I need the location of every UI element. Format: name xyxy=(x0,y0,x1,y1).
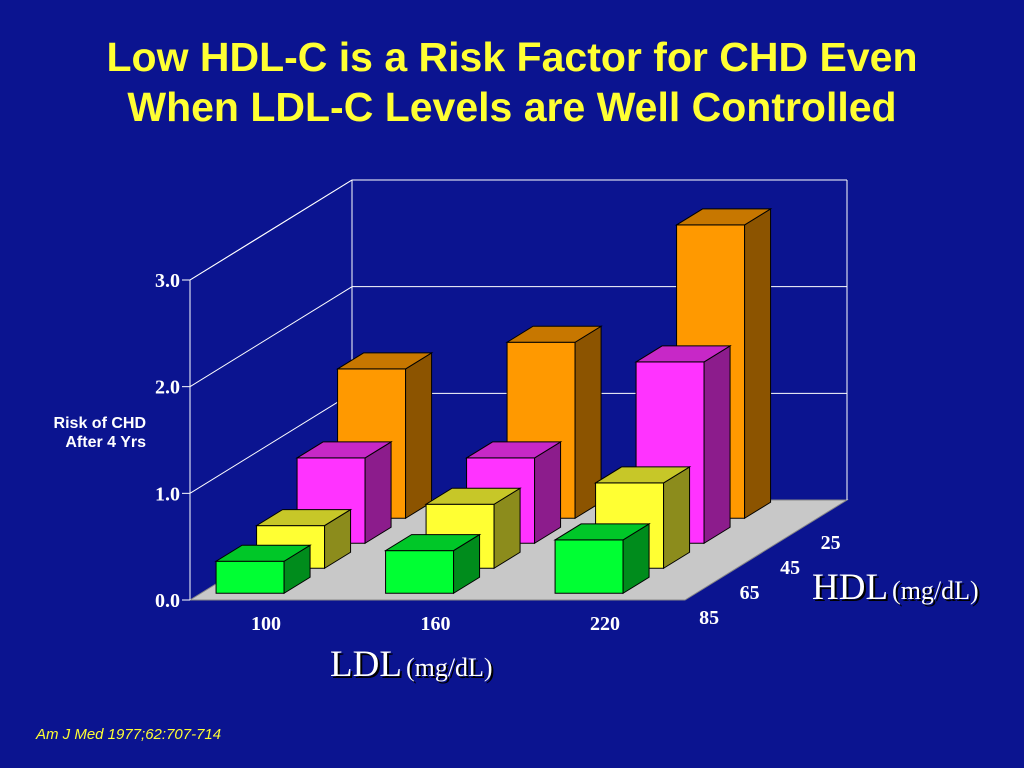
gridline-side-3.0 xyxy=(189,179,353,281)
y-tick-label: 2.0 xyxy=(155,377,180,399)
z-tick-label: 25 xyxy=(821,532,841,554)
bar-top-face xyxy=(634,345,732,363)
slide-title: Low HDL-C is a Risk Factor for CHD Even … xyxy=(0,32,1024,132)
bar-front-face xyxy=(554,539,624,594)
bar-top-face xyxy=(424,487,522,505)
bar-side-face xyxy=(663,466,691,570)
y-tick-label: 1.0 xyxy=(155,483,180,505)
bar-side-face xyxy=(405,352,433,520)
bar-side-face xyxy=(744,208,772,520)
bar-top-face xyxy=(214,544,312,562)
y-axis-title-line-2: After 4 Yrs xyxy=(65,434,146,451)
x-axis-title-unit: (mg/dL) xyxy=(405,653,493,682)
bar-top-face xyxy=(295,441,393,459)
bar-top-face xyxy=(464,441,563,459)
y-axis-title-line-1: Risk of CHD xyxy=(53,415,146,432)
bar-side-face xyxy=(534,441,562,545)
x-tick-label: 160 xyxy=(421,613,451,635)
tick-labels: 0.0 1.0 2.0 3.0 100 160 220 85 65 45 25 xyxy=(155,270,841,635)
x-tick-label: 100 xyxy=(251,613,281,635)
title-line-1: Low HDL-C is a Risk Factor for CHD Even xyxy=(106,34,918,80)
bar-top-face xyxy=(674,208,773,226)
x-tick-label: 220 xyxy=(590,613,620,635)
y-tick-label: 0.0 xyxy=(155,590,180,612)
x-axis-title-name: LDL xyxy=(330,644,402,685)
z-axis-title-unit: (mg/dL) xyxy=(892,576,979,605)
x-axis-title: LDL (mg/dL) xyxy=(330,643,493,686)
bar-top-face xyxy=(505,325,603,343)
bar-top-face xyxy=(383,534,482,552)
gridline-side-2.0 xyxy=(189,286,353,388)
bar-ldl-220-hdl-85 xyxy=(553,523,651,595)
bar-top-face xyxy=(553,523,651,541)
z-tick-label: 85 xyxy=(699,607,719,629)
bar-top-face xyxy=(254,509,353,527)
z-axis-title: HDL (mg/dL) xyxy=(812,566,979,609)
bars xyxy=(214,208,773,595)
bar-side-face xyxy=(364,441,392,545)
z-tick-label: 45 xyxy=(780,557,800,579)
bar-front-face xyxy=(215,560,285,594)
z-tick-label: 65 xyxy=(740,582,760,604)
bar-top-face xyxy=(593,466,692,484)
title-line-2: When LDL-C Levels are Well Controlled xyxy=(127,84,897,130)
y-tick-label: 3.0 xyxy=(155,270,180,292)
bar-ldl-100-hdl-85 xyxy=(214,544,312,595)
citation: Am J Med 1977;62:707-714 xyxy=(36,726,222,743)
bar-front-face xyxy=(385,550,455,594)
bar-ldl-160-hdl-85 xyxy=(383,533,482,595)
gridline-side-1.0 xyxy=(189,392,353,494)
bar-top-face xyxy=(335,352,434,370)
bar-side-face xyxy=(703,345,731,545)
z-axis-title-name: HDL xyxy=(812,567,889,608)
y-axis-title: Risk of CHD After 4 Yrs xyxy=(0,414,146,452)
